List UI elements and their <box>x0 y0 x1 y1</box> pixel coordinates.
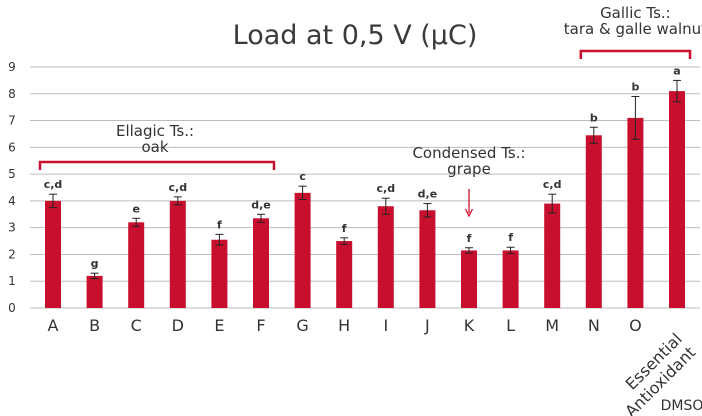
significance-label: f <box>342 222 347 235</box>
bar <box>45 200 61 308</box>
x-tick-label: G <box>296 316 308 335</box>
annotation-label: Condensed Ts.: grape <box>412 144 525 178</box>
bar <box>669 91 685 308</box>
y-tick-label: 8 <box>8 87 16 101</box>
group-bracket <box>579 49 692 59</box>
bar <box>585 135 602 308</box>
bars <box>45 91 685 308</box>
x-tick-label: K <box>464 316 475 335</box>
significance-label: g <box>91 257 99 270</box>
significance-label: c,d <box>543 178 562 191</box>
annotation-label: Ellagic Ts.: oak <box>116 122 194 156</box>
significance-label: c <box>299 170 306 183</box>
error-bars <box>49 79 681 280</box>
x-tick-label: E <box>214 316 224 335</box>
x-tick-label: J <box>424 316 430 335</box>
y-tick-label: 7 <box>8 114 16 128</box>
bar <box>461 250 477 308</box>
group-bracket <box>38 160 276 170</box>
y-ticks: 0 1 2 3 4 5 6 7 8 9 <box>8 60 16 315</box>
chart-title: Load at 0,5 V (µC) <box>233 20 478 51</box>
y-tick-label: 4 <box>8 194 16 208</box>
bar <box>169 200 186 308</box>
annotation-label: Gallic Ts.: tara & galle walnut <box>564 4 702 38</box>
significance-label: f <box>508 231 513 244</box>
significance-label: c,d <box>169 181 188 194</box>
y-tick-label: 2 <box>8 247 16 261</box>
x-tick-label: L <box>506 316 515 335</box>
arrow-head <box>464 208 474 218</box>
annotations: Ellagic Ts.: oak Condensed Ts.: grape Gallic… <box>38 4 702 218</box>
x-tick-label: I <box>383 316 388 335</box>
bar <box>627 117 644 308</box>
y-tick-label: 3 <box>8 221 16 235</box>
bar <box>419 210 436 308</box>
x-tick-label: F <box>256 316 265 335</box>
significance-labels: c,d g e c,d f d,e c f c,d d,e f f c,d b b a <box>44 64 681 270</box>
bar <box>502 250 519 308</box>
bar <box>294 192 311 308</box>
bar <box>128 222 145 308</box>
y-tick-label: 6 <box>8 140 16 154</box>
y-tick-label: 5 <box>8 167 16 181</box>
significance-label: d,e <box>418 188 438 201</box>
bar <box>336 241 353 308</box>
y-tick-label: 1 <box>8 274 16 288</box>
bar <box>544 203 561 308</box>
bar <box>377 206 394 308</box>
significance-label: f <box>467 232 472 245</box>
significance-label: b <box>590 111 598 124</box>
x-tick-label: C <box>131 316 142 335</box>
significance-label: a <box>673 64 680 77</box>
bar <box>86 275 103 308</box>
significance-label: c,d <box>44 178 63 191</box>
x-tick-label: A <box>48 316 59 335</box>
y-tick-label: 9 <box>8 60 16 74</box>
dmso-label: DMSO <box>661 398 702 414</box>
significance-label: f <box>217 218 222 231</box>
x-tick-label: H <box>338 316 350 335</box>
x-tick-label: D <box>172 316 184 335</box>
x-tick-label: M <box>545 316 559 335</box>
x-tick-label: O <box>629 316 642 335</box>
y-tick-label: 0 <box>8 301 16 315</box>
significance-label: d,e <box>251 198 271 211</box>
significance-label: b <box>631 80 639 93</box>
x-tick-label: B <box>89 316 100 335</box>
x-tick-label: N <box>588 316 600 335</box>
significance-label: c,d <box>377 182 396 195</box>
bar <box>211 239 228 308</box>
significance-label: e <box>132 202 139 215</box>
bar <box>253 218 269 308</box>
